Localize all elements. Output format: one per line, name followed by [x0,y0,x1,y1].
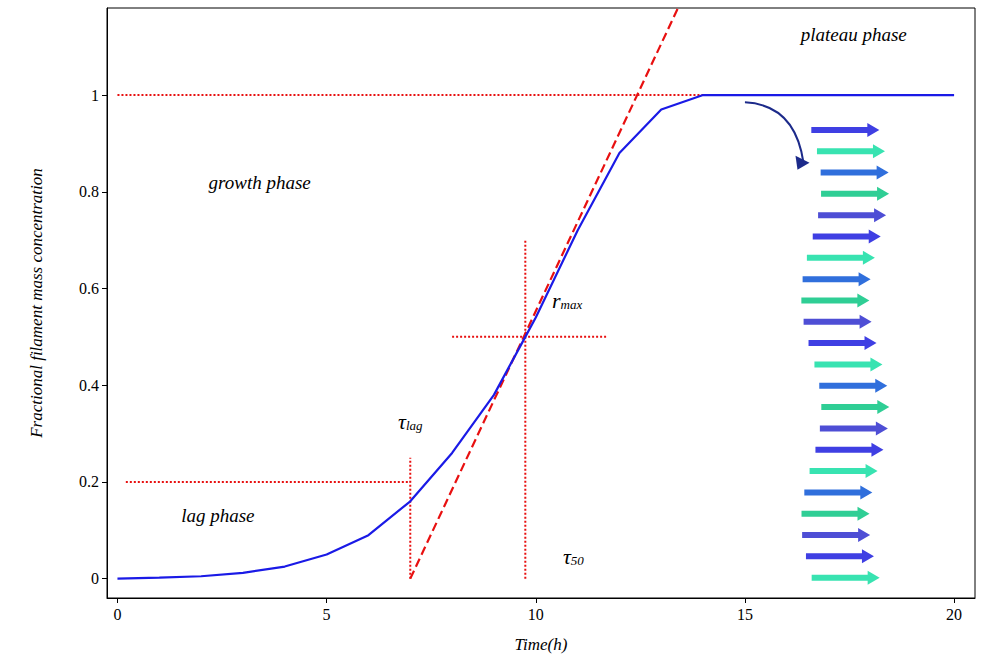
svg-text:plateau phase: plateau phase [799,24,907,45]
svg-text:5: 5 [323,606,331,623]
svg-text:τ: τ [398,408,406,434]
svg-text:lag phase: lag phase [181,505,254,526]
svg-text:max: max [561,297,583,312]
svg-text:Fractional filament mass conce: Fractional filament mass concentration [27,168,46,439]
svg-text:10: 10 [528,606,544,623]
svg-text:r: r [552,287,561,313]
svg-text:τ: τ [563,544,571,569]
svg-text:lag: lag [406,418,423,433]
svg-text:Time(h): Time(h) [515,635,568,654]
svg-text:50: 50 [571,553,585,568]
svg-text:15: 15 [737,606,753,623]
svg-text:0: 0 [91,570,99,587]
svg-text:1: 1 [91,87,99,104]
svg-text:0.4: 0.4 [79,377,99,394]
svg-text:growth phase: growth phase [209,172,311,193]
svg-text:0: 0 [113,606,121,623]
svg-text:0.6: 0.6 [79,280,99,297]
svg-text:20: 20 [946,606,962,623]
svg-text:0.8: 0.8 [79,183,99,200]
svg-text:0.2: 0.2 [79,473,99,490]
